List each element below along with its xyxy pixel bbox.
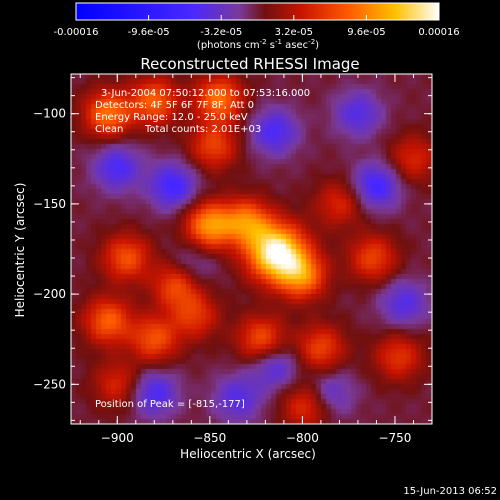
annotation-method: Clean xyxy=(95,124,123,135)
y-tick-label: −250 xyxy=(33,377,66,391)
colorbar-tick-label: -9.6e-05 xyxy=(128,27,170,38)
y-tick-label: −100 xyxy=(33,107,66,121)
colorbar-tick-label: -0.00016 xyxy=(54,27,99,38)
y-axis-ticks xyxy=(71,77,432,421)
x-tick-label: −750 xyxy=(378,431,411,445)
x-axis-label: Heliocentric X (arcsec) xyxy=(180,447,316,461)
annotation-detectors: Detectors: 4F 5F 6F 7F 8F, Att 0 xyxy=(95,100,254,111)
colorbar xyxy=(75,2,440,21)
y-axis-label: Heliocentric Y (arcsec) xyxy=(13,183,27,318)
colorbar-tick-labels: -0.00016 -9.6e-05 -3.2e-05 3.2e-05 9.6e-05 0.… xyxy=(54,27,460,38)
x-tick-label: −850 xyxy=(193,431,226,445)
colorbar-tick-label: 0.00016 xyxy=(418,27,459,38)
x-tick-label: −800 xyxy=(286,431,319,445)
annotation-time-range: 3-Jun-2004 07:50:12.000 to 07:53:16.000 xyxy=(101,88,310,99)
colorbar-tick-label: -3.2e-05 xyxy=(200,27,242,38)
annotations: 3-Jun-2004 07:50:12.000 to 07:53:16.000 … xyxy=(95,88,310,410)
colorbar-ticks xyxy=(75,15,440,20)
annotation-peak: Position of Peak = [-815,-177] xyxy=(95,399,245,410)
x-axis-tick-labels: −900 −850 −800 −750 xyxy=(101,431,412,445)
annotation-energy: Energy Range: 12.0 - 25.0 keV xyxy=(95,112,248,123)
x-tick-label: −900 xyxy=(101,431,134,445)
plot-frame xyxy=(70,73,433,425)
y-tick-label: −200 xyxy=(33,287,66,301)
colorbar-tick-label: 9.6e-05 xyxy=(347,27,385,38)
y-tick-label: −150 xyxy=(33,197,66,211)
chart-title: Reconstructed RHESSI Image xyxy=(140,55,359,73)
heatmap-plot-area xyxy=(71,74,432,424)
footer-timestamp: 15-Jun-2013 06:52 xyxy=(403,486,497,497)
colorbar-tick-label: 3.2e-05 xyxy=(275,27,313,38)
annotation-counts: Total counts: 2.01E+03 xyxy=(144,124,261,135)
colorbar-unit-label: (photons cm-2 s-1 asec-2) xyxy=(197,38,319,51)
y-axis-tick-labels: −250 −200 −150 −100 xyxy=(33,107,66,392)
